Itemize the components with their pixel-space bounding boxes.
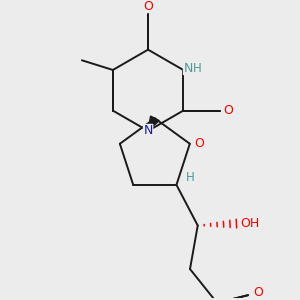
Text: H: H xyxy=(192,61,201,74)
Text: O: O xyxy=(253,286,263,299)
Text: O: O xyxy=(143,0,153,13)
Text: O: O xyxy=(194,137,204,150)
Text: N: N xyxy=(143,124,153,137)
Text: H: H xyxy=(186,171,194,184)
Text: N: N xyxy=(183,61,193,74)
Polygon shape xyxy=(148,116,159,131)
Text: OH: OH xyxy=(240,217,260,230)
Text: O: O xyxy=(223,104,233,117)
